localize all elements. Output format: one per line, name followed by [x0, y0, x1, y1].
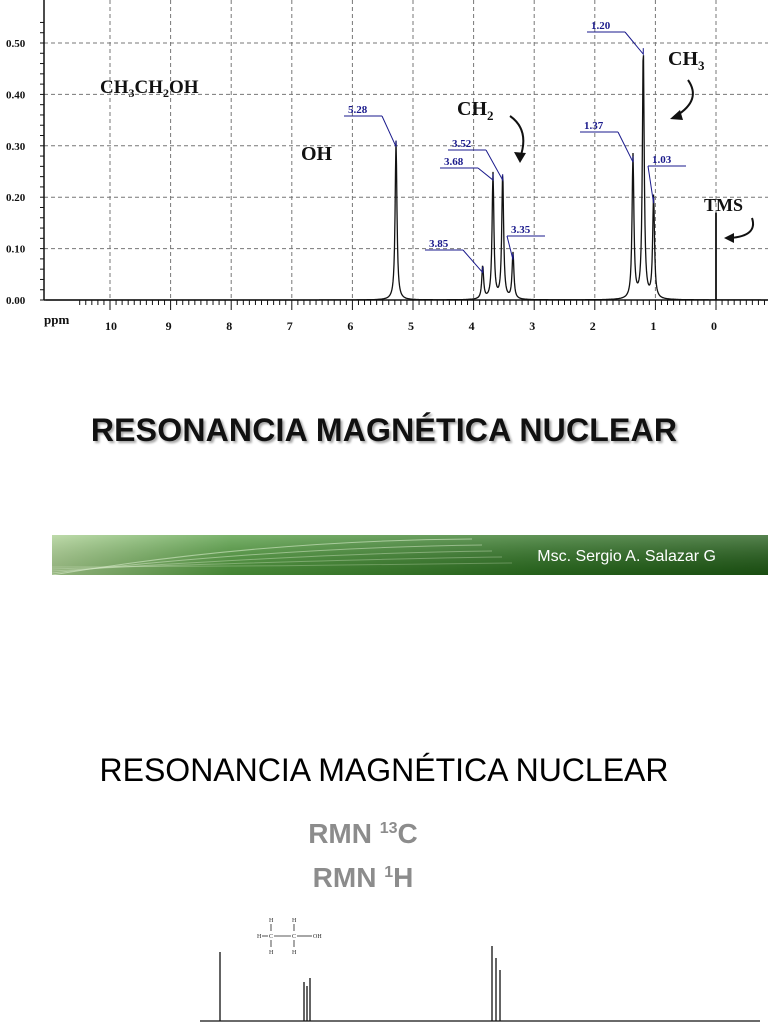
y-tick-label: 0.50 — [6, 38, 26, 50]
chart-grid — [44, 0, 768, 300]
ch2-arrowhead-icon — [514, 152, 526, 163]
oh-annotation: OH — [301, 143, 333, 165]
y-tick-label: 0.40 — [6, 89, 26, 101]
peak-label: 1.37 — [584, 120, 604, 132]
peak-label-leader — [381, 115, 397, 147]
y-tick-label: 0.00 — [6, 295, 26, 307]
x-tick-label: 3 — [529, 319, 535, 333]
peak-label: 3.52 — [452, 138, 472, 150]
rmn-13c-label: RMN 13C — [308, 818, 418, 849]
svg-text:C: C — [269, 934, 273, 940]
compound-formula-label: CH3CH2OH — [100, 77, 199, 100]
svg-text:OH: OH — [313, 934, 322, 940]
slide-2 — [0, 690, 768, 1024]
ch3-arrow-icon — [675, 79, 694, 117]
peak-label: 3.68 — [444, 156, 464, 168]
spectrum-trace — [46, 55, 768, 301]
peak-label: 1.03 — [652, 154, 672, 166]
y-tick-label: 0.10 — [6, 244, 26, 256]
ch2-arrow-icon — [509, 115, 525, 159]
x-tick-label: 6 — [347, 319, 353, 333]
peak-label-leader — [462, 249, 484, 274]
tms-annotation: TMS — [704, 195, 743, 215]
svg-text:C: C — [292, 934, 296, 940]
ch2-annotation: CH2 — [457, 98, 494, 123]
tms-arrowhead-icon — [724, 233, 734, 243]
slide-2-title: RESONANCIA MAGNÉTICA NUCLEAR — [99, 752, 669, 788]
author-name: Msc. Sergio A. Salazar G — [537, 548, 716, 565]
chart-peak-labels: 5.28 3.85 3.68 3.52 3.35 1.37 1.20 1.03 — [344, 20, 686, 274]
peak-label-leader — [506, 235, 514, 260]
rmn-1h-label: RMN 1H — [312, 862, 414, 893]
peak-label: 1.20 — [591, 20, 611, 32]
svg-text:H: H — [292, 918, 297, 924]
x-tick-label: 1 — [650, 319, 656, 333]
x-tick-label: 0 — [711, 319, 717, 333]
svg-text:H: H — [257, 934, 262, 940]
peak-label-leader — [485, 149, 504, 183]
ch3-annotation: CH3 — [668, 48, 705, 73]
svg-text:H: H — [269, 950, 274, 956]
tms-arrow-icon — [729, 217, 754, 239]
y-tick-label: 0.20 — [6, 192, 26, 204]
ethanol-structure-diagram: H H H C C OH H H — [257, 918, 322, 956]
peak-label: 3.85 — [429, 238, 449, 250]
peak-label-leader — [617, 131, 634, 163]
svg-text:H: H — [292, 950, 297, 956]
peak-label-leader — [477, 167, 494, 182]
peak-label: 5.28 — [348, 104, 368, 116]
y-tick-label: 0.30 — [6, 141, 26, 153]
slide-1: 0.00 0.10 0.20 0.30 0.40 0.50 10 9 8 7 6 5 4 3 2 1 0 ppm … — [6, 0, 768, 575]
x-axis-label: ppm — [44, 312, 69, 327]
x-tick-label: 7 — [287, 319, 293, 333]
x-tick-label: 8 — [226, 319, 232, 333]
ch3-arrowhead-icon — [670, 110, 683, 120]
x-tick-label: 2 — [590, 319, 596, 333]
svg-text:H: H — [269, 918, 274, 924]
x-tick-label: 9 — [166, 319, 172, 333]
x-tick-label: 4 — [469, 319, 475, 333]
green-banner — [52, 535, 768, 575]
peak-label-leader — [647, 165, 655, 204]
slide-title: RESONANCIA MAGNÉTICA NUCLEAR — [90, 412, 678, 448]
x-tick-label: 5 — [408, 319, 414, 333]
small-nmr-spectrum — [200, 946, 760, 1022]
chart-peaks — [46, 55, 768, 301]
peak-label-leader — [624, 31, 644, 56]
x-tick-label: 10 — [105, 319, 117, 333]
peak-label: 3.35 — [511, 224, 531, 236]
